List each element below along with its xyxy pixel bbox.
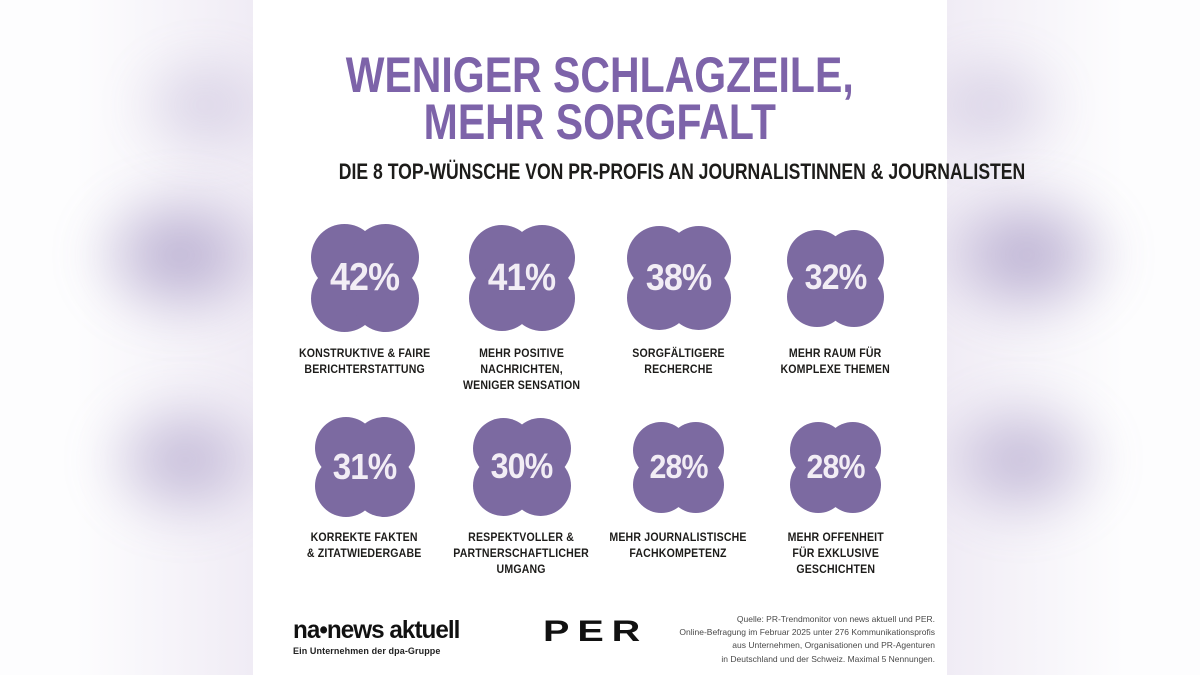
stat-value: 32%	[804, 258, 868, 297]
blob-wrap: 31%	[314, 413, 415, 521]
stat-value: 41%	[487, 256, 556, 299]
quatrefoil-shape: 38%	[626, 226, 731, 330]
blob-wrap: 28%	[633, 413, 724, 521]
news-aktuell-wordmark: na•news aktuell	[293, 616, 460, 644]
quatrefoil-shape: 42%	[310, 224, 419, 332]
blob-wrap: 32%	[787, 219, 884, 337]
blob-wrap: 38%	[626, 219, 731, 337]
title-line-1: WENIGER SCHLAGZEILE,	[346, 47, 854, 103]
blob-wrap: 42%	[310, 219, 419, 337]
stat-item-2: 41% MEHR POSITIVE NACHRICHTEN, WENIGER S…	[443, 219, 600, 393]
stat-row-2: 31% KORREKTE FAKTEN & ZITATWIEDERGABE 30…	[286, 413, 914, 577]
stat-label: MEHR OFFENHEIT FÜR EXKLUSIVE GESCHICHTEN	[787, 530, 884, 576]
blob-wrap: 30%	[472, 413, 571, 521]
stat-value: 30%	[490, 447, 554, 486]
news-aktuell-logo: na•news aktuell Ein Unternehmen der dpa-…	[293, 616, 465, 657]
stat-item-3: 38% SORGFÄLTIGERE RECHERCHE	[600, 219, 757, 393]
page-title: WENIGER SCHLAGZEILE, MEHR SORGFALT	[253, 47, 947, 150]
page-subtitle: DIE 8 TOP-WÜNSCHE VON PR-PROFIS AN JOURN…	[338, 159, 1026, 184]
blob-wrap: 41%	[468, 219, 575, 337]
stat-item-8: 28% MEHR OFFENHEIT FÜR EXKLUSIVE GESCHIC…	[757, 413, 914, 577]
stat-value: 28%	[649, 448, 708, 485]
quatrefoil-shape: 28%	[633, 421, 724, 513]
blurred-backdrop-left	[0, 0, 253, 675]
stat-value: 38%	[645, 257, 712, 298]
stat-label: MEHR RAUM FÜR KOMPLEXE THEMEN	[780, 346, 891, 376]
quatrefoil-shape: 30%	[472, 418, 571, 516]
blob-wrap: 28%	[790, 413, 881, 521]
backdrop-blob	[55, 360, 253, 560]
stat-label: KONSTRUKTIVE & FAIRE BERICHTERSTATTUNG	[298, 346, 431, 376]
stat-item-4: 32% MEHR RAUM FÜR KOMPLEXE THEMEN	[757, 219, 914, 393]
quatrefoil-shape: 41%	[468, 225, 575, 331]
news-aktuell-tagline: Ein Unternehmen der dpa-Gruppe	[293, 646, 441, 656]
blurred-backdrop-right	[947, 0, 1200, 675]
backdrop-blob	[947, 150, 1167, 360]
quatrefoil-shape: 28%	[790, 421, 881, 513]
backdrop-blob	[947, 360, 1152, 560]
title-line-2: MEHR SORGFALT	[423, 94, 777, 150]
stat-item-7: 28% MEHR JOURNALISTISCHE FACHKOMPETENZ	[600, 413, 757, 577]
stat-value: 42%	[329, 256, 400, 299]
quatrefoil-shape: 31%	[314, 417, 415, 517]
stat-label: MEHR JOURNALISTISCHE FACHKOMPETENZ	[609, 530, 748, 560]
stat-label: SORGFÄLTIGERE RECHERCHE	[632, 346, 725, 376]
stat-label: KORREKTE FAKTEN & ZITATWIEDERGABE	[307, 530, 422, 560]
per-logo: PER	[543, 615, 649, 648]
source-note: Quelle: PR-Trendmonitor von news aktuell…	[679, 614, 935, 664]
quatrefoil-shape: 32%	[787, 229, 884, 327]
stat-label: RESPEKTVOLLER & PARTNERSCHAFTLICHER UMGA…	[453, 530, 590, 576]
backdrop-blob	[40, 150, 253, 360]
infographic-poster: WENIGER SCHLAGZEILE, MEHR SORGFALT DIE 8…	[253, 0, 1026, 675]
stat-item-1: 42% KONSTRUKTIVE & FAIRE BERICHTERSTATTU…	[286, 219, 443, 393]
stat-item-6: 30% RESPEKTVOLLER & PARTNERSCHAFTLICHER …	[443, 413, 600, 577]
stat-row-1: 42% KONSTRUKTIVE & FAIRE BERICHTERSTATTU…	[286, 219, 914, 393]
stat-item-5: 31% KORREKTE FAKTEN & ZITATWIEDERGABE	[286, 413, 443, 577]
stat-value: 28%	[806, 448, 865, 485]
stat-label: MEHR POSITIVE NACHRICHTEN, WENIGER SENSA…	[462, 346, 581, 392]
stat-value: 31%	[332, 446, 397, 487]
